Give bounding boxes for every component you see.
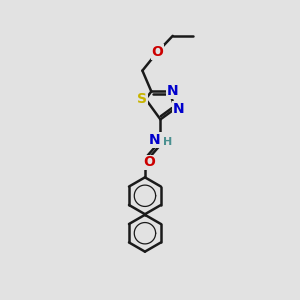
Text: S: S (137, 92, 147, 106)
Text: H: H (163, 137, 172, 147)
Text: N: N (172, 102, 184, 116)
Text: O: O (143, 155, 155, 170)
Text: N: N (149, 133, 161, 147)
Text: O: O (151, 45, 163, 59)
Text: N: N (167, 84, 178, 98)
